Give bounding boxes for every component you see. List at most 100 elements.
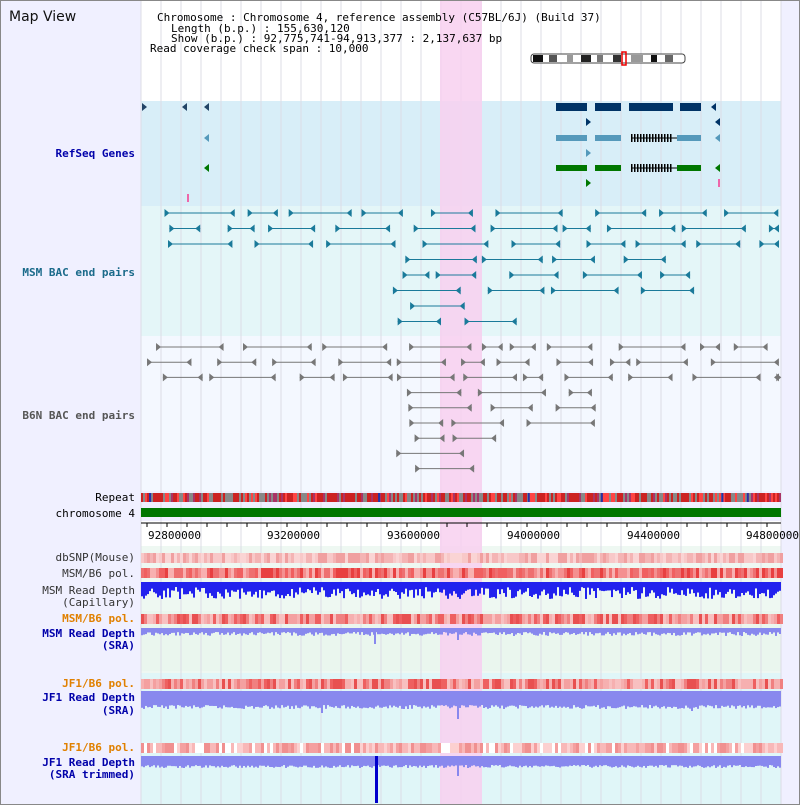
repeat-mark xyxy=(491,493,493,502)
depth-bar xyxy=(725,756,727,768)
depth-bar xyxy=(579,756,581,767)
repeat-mark xyxy=(257,493,259,502)
depth-bar xyxy=(205,691,207,706)
depth-bar xyxy=(379,756,381,767)
strand-arrow xyxy=(526,419,532,427)
depth-bar xyxy=(383,628,385,635)
depth-bar xyxy=(469,582,471,590)
track-label-jf1-pol-2[interactable]: JF1/B6 pol. xyxy=(62,741,135,754)
heat-cell xyxy=(378,614,381,624)
heat-cell xyxy=(753,679,756,689)
track-label-dbsnp[interactable]: dbSNP(Mouse) xyxy=(55,551,135,564)
depth-bar xyxy=(445,582,447,596)
depth-bar xyxy=(481,756,483,767)
depth-bar xyxy=(465,691,467,708)
depth-bar xyxy=(305,756,307,766)
track-label-chromosome[interactable]: chromosome 4 xyxy=(55,507,135,520)
depth-bar xyxy=(421,756,423,768)
depth-bar xyxy=(517,582,519,592)
heat-cell xyxy=(207,614,210,624)
depth-bar xyxy=(267,582,269,593)
depth-bar xyxy=(509,756,511,766)
heat-cell xyxy=(210,679,213,689)
track-label-jf1-depth-sra[interactable]: JF1 Read Depth xyxy=(42,691,135,704)
heat-cell xyxy=(168,743,171,753)
track-label-msm-depth-sra[interactable]: MSM Read Depth xyxy=(42,627,135,640)
depth-bar xyxy=(381,582,383,599)
depth-bar xyxy=(311,691,313,707)
heat-cell xyxy=(759,568,762,578)
depth-bar xyxy=(699,756,701,766)
track-label-jf1-depth-trimmed[interactable]: JF1 Read Depth xyxy=(42,756,135,769)
heat-cell xyxy=(399,568,402,578)
heat-cell xyxy=(630,614,633,624)
heat-cell xyxy=(279,679,282,689)
heat-cell xyxy=(240,679,243,689)
heat-cell xyxy=(378,553,381,563)
depth-bar xyxy=(553,582,555,594)
repeat-mark xyxy=(357,493,359,502)
depth-bar xyxy=(303,628,305,636)
depth-bar xyxy=(323,628,325,636)
track-label-msm-pol-2[interactable]: MSM/B6 pol. xyxy=(62,612,135,625)
repeat-mark xyxy=(143,493,145,502)
depth-bar xyxy=(729,628,731,633)
depth-bar xyxy=(533,756,535,766)
track-label-jf1-pol-1[interactable]: JF1/B6 pol. xyxy=(62,677,135,690)
track-label-repeat[interactable]: Repeat xyxy=(95,491,135,504)
repeat-mark xyxy=(355,493,357,502)
heat-cell xyxy=(516,568,519,578)
depth-bar xyxy=(631,691,633,708)
depth-bar xyxy=(217,756,219,767)
heat-cell xyxy=(732,614,735,624)
depth-bar xyxy=(757,756,759,766)
heat-cell xyxy=(558,679,561,689)
heat-cell xyxy=(537,679,540,689)
repeat-mark xyxy=(267,493,269,502)
strand-arrow xyxy=(182,103,187,111)
track-label-msm-pol-1[interactable]: MSM/B6 pol. xyxy=(62,567,135,580)
heat-cell xyxy=(444,553,447,563)
track-label-msm-bac[interactable]: MSM BAC end pairs xyxy=(22,266,135,279)
depth-bar xyxy=(309,691,311,709)
depth-bar xyxy=(629,582,631,594)
depth-bar xyxy=(679,628,681,636)
heat-cell xyxy=(474,614,477,624)
depth-bar xyxy=(567,691,569,707)
repeat-mark xyxy=(281,493,283,502)
heat-cell xyxy=(438,743,441,753)
heat-cell xyxy=(486,614,489,624)
track-label-msm-depth-capillary[interactable]: MSM Read Depth xyxy=(42,584,135,597)
depth-bar xyxy=(193,628,195,633)
heat-cell xyxy=(444,614,447,624)
heat-cell xyxy=(555,553,558,563)
heat-cell xyxy=(207,679,210,689)
depth-bar xyxy=(619,582,621,594)
heat-cell xyxy=(699,568,702,578)
depth-bar xyxy=(547,628,549,636)
heat-cell xyxy=(180,679,183,689)
heat-cell xyxy=(417,743,420,753)
depth-bar xyxy=(153,582,155,593)
track-label-refseq[interactable]: RefSeq Genes xyxy=(55,147,135,160)
depth-bar xyxy=(485,691,487,708)
depth-bar xyxy=(379,628,381,635)
depth-bar xyxy=(177,756,179,768)
track-label-b6n-bac[interactable]: B6N BAC end pairs xyxy=(22,409,135,422)
repeat-mark xyxy=(169,493,171,502)
heat-cell xyxy=(537,614,540,624)
depth-bar xyxy=(759,691,761,706)
strand-arrow xyxy=(553,271,559,279)
depth-bar xyxy=(399,628,401,635)
repeat-mark xyxy=(763,493,765,502)
heat-cell xyxy=(252,568,255,578)
depth-bar xyxy=(493,582,495,598)
heat-cell xyxy=(537,743,540,753)
depth-bar xyxy=(529,582,531,597)
depth-bar xyxy=(197,628,199,635)
heat-cell xyxy=(429,743,432,753)
heat-cell xyxy=(735,568,738,578)
depth-bar xyxy=(713,628,715,634)
depth-bar xyxy=(619,691,621,708)
